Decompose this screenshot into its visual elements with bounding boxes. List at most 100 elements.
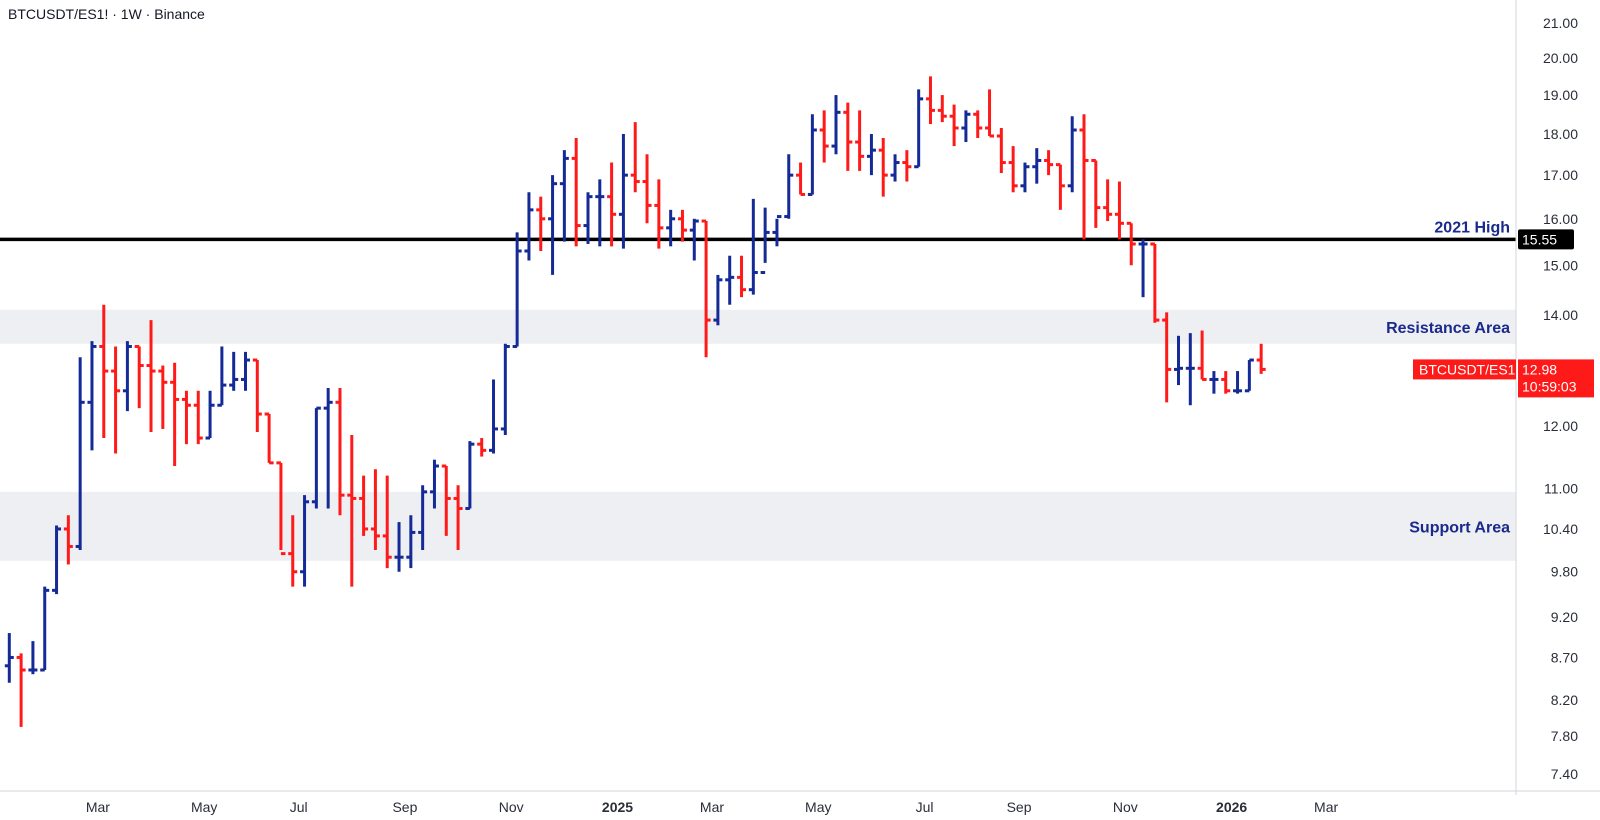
price-tick-label: 10.40	[1543, 521, 1578, 537]
ohlc-bar	[831, 95, 841, 155]
time-tick-label: Mar	[86, 799, 110, 815]
ohlc-bar	[890, 154, 900, 182]
ohlc-bar	[925, 76, 935, 125]
ohlc-bar	[75, 357, 85, 551]
ohlc-bar	[477, 438, 487, 457]
ohlc-bar	[961, 110, 971, 143]
ohlc-bar	[677, 209, 687, 242]
ohlc-bar	[607, 162, 617, 247]
time-tick-label: 2026	[1216, 799, 1247, 815]
ohlc-bar	[205, 390, 215, 440]
ohlc-bar	[1150, 242, 1160, 323]
time-tick-label: Sep	[392, 799, 417, 815]
ohlc-bar	[689, 218, 699, 261]
time-axis: Mar May Jul Sep Nov 2025 Mar May Jul Sep Nov 2026 Ma…	[86, 799, 1339, 815]
ohlc-bar	[1044, 150, 1054, 176]
support-area-label: Support Area	[1409, 519, 1510, 536]
ohlc-bar	[701, 219, 711, 358]
symbol-badge-label: BTCUSDT/ES1!	[1419, 361, 1519, 377]
bars-layer	[4, 76, 1266, 727]
ohlc-bar	[1114, 181, 1124, 240]
ohlc-bar	[973, 110, 983, 139]
ohlc-bar	[642, 154, 652, 224]
ohlc-bar	[737, 255, 747, 298]
ohlc-bar	[760, 207, 770, 274]
ohlc-bar	[1162, 312, 1172, 403]
ohlc-bar	[548, 175, 558, 275]
price-tick-label: 12.00	[1543, 418, 1578, 434]
time-tick-label: Sep	[1007, 799, 1032, 815]
ohlc-bar	[359, 475, 369, 536]
ohlc-bar	[63, 515, 73, 565]
ohlc-bar	[748, 198, 758, 295]
time-tick-label: May	[805, 799, 831, 815]
ohlc-bar	[1233, 371, 1243, 394]
ohlc-bar	[1209, 371, 1219, 394]
ohlc-bar	[1221, 371, 1231, 394]
ohlc-bar	[1008, 146, 1018, 193]
price-tick-label: 9.80	[1551, 564, 1578, 580]
ohlc-bar	[382, 475, 392, 569]
ohlc-bar	[866, 133, 876, 176]
ohlc-bar	[122, 341, 132, 412]
ohlc-bar	[4, 633, 14, 683]
ohlc-bar	[996, 128, 1006, 174]
time-tick-label: Nov	[1113, 799, 1138, 815]
price-tick-label: 16.00	[1543, 211, 1578, 227]
chart-title: BTCUSDT/ES1! · 1W · Binance	[8, 6, 205, 22]
ohlc-bar	[1020, 162, 1030, 193]
time-tick-label: Jul	[916, 799, 934, 815]
ohlc-bar	[134, 344, 144, 409]
ohlc-bar	[583, 192, 593, 244]
ohlc-bar	[878, 138, 888, 197]
ohlc-bar	[1197, 330, 1207, 381]
resistance-area-label: Resistance Area	[1386, 320, 1510, 337]
ohlc-bar	[418, 485, 428, 551]
time-tick-label: Mar	[1314, 799, 1338, 815]
time-tick-label: 2025	[602, 799, 633, 815]
ohlc-bar	[618, 133, 628, 249]
ohlc-bar	[28, 641, 38, 675]
price-tick-label: 17.00	[1543, 167, 1578, 183]
ohlc-bar	[252, 358, 262, 432]
ohlc-bar	[843, 102, 853, 171]
ohlc-bar	[181, 390, 191, 445]
ohlc-bar	[1244, 358, 1254, 393]
zones-layer	[0, 309, 1516, 561]
ohlc-bar	[1138, 239, 1148, 298]
symbol-badge	[1413, 359, 1516, 380]
ohlc-bar	[335, 387, 345, 516]
ohlc-bar	[1067, 116, 1077, 193]
last-price-badge	[1518, 359, 1594, 398]
ohlc-bar	[465, 441, 475, 510]
price-tick-label: 14.00	[1543, 307, 1578, 323]
ohlc-bar	[713, 274, 723, 326]
resistance-area-zone	[0, 309, 1516, 344]
ohlc-bar	[772, 215, 782, 247]
ohlc-bar	[370, 469, 380, 551]
support-area-zone	[0, 491, 1516, 561]
ohlc-bar	[229, 351, 239, 391]
ohlc-bar	[725, 255, 735, 305]
ohlc-bar	[1185, 333, 1195, 406]
ohlc-bar	[99, 304, 109, 439]
ohlc-bar	[158, 365, 168, 429]
countdown-label: 10:59:03	[1522, 378, 1577, 394]
ohlc-bar	[87, 341, 97, 451]
price-tick-label: 8.20	[1551, 692, 1578, 708]
ohlc-bar	[300, 495, 310, 587]
time-tick-label: Nov	[499, 799, 524, 815]
price-axis: 21.00 20.00 19.00 18.00 17.00 16.00 15.00 14.00…	[0, 0, 1600, 795]
ohlc-bar	[536, 196, 546, 252]
ohlc-bar	[571, 138, 581, 247]
ohlc-bar	[855, 110, 865, 171]
zone-labels-layer: 2021 High Resistance Area Support Area	[1386, 219, 1510, 536]
time-tick-label: Jul	[290, 799, 308, 815]
ohlc-bar	[914, 89, 924, 169]
ohlc-bar	[559, 150, 569, 242]
ohlc-bar	[40, 586, 50, 672]
ohlc-bar	[311, 406, 321, 509]
ohlc-bar	[654, 179, 664, 249]
